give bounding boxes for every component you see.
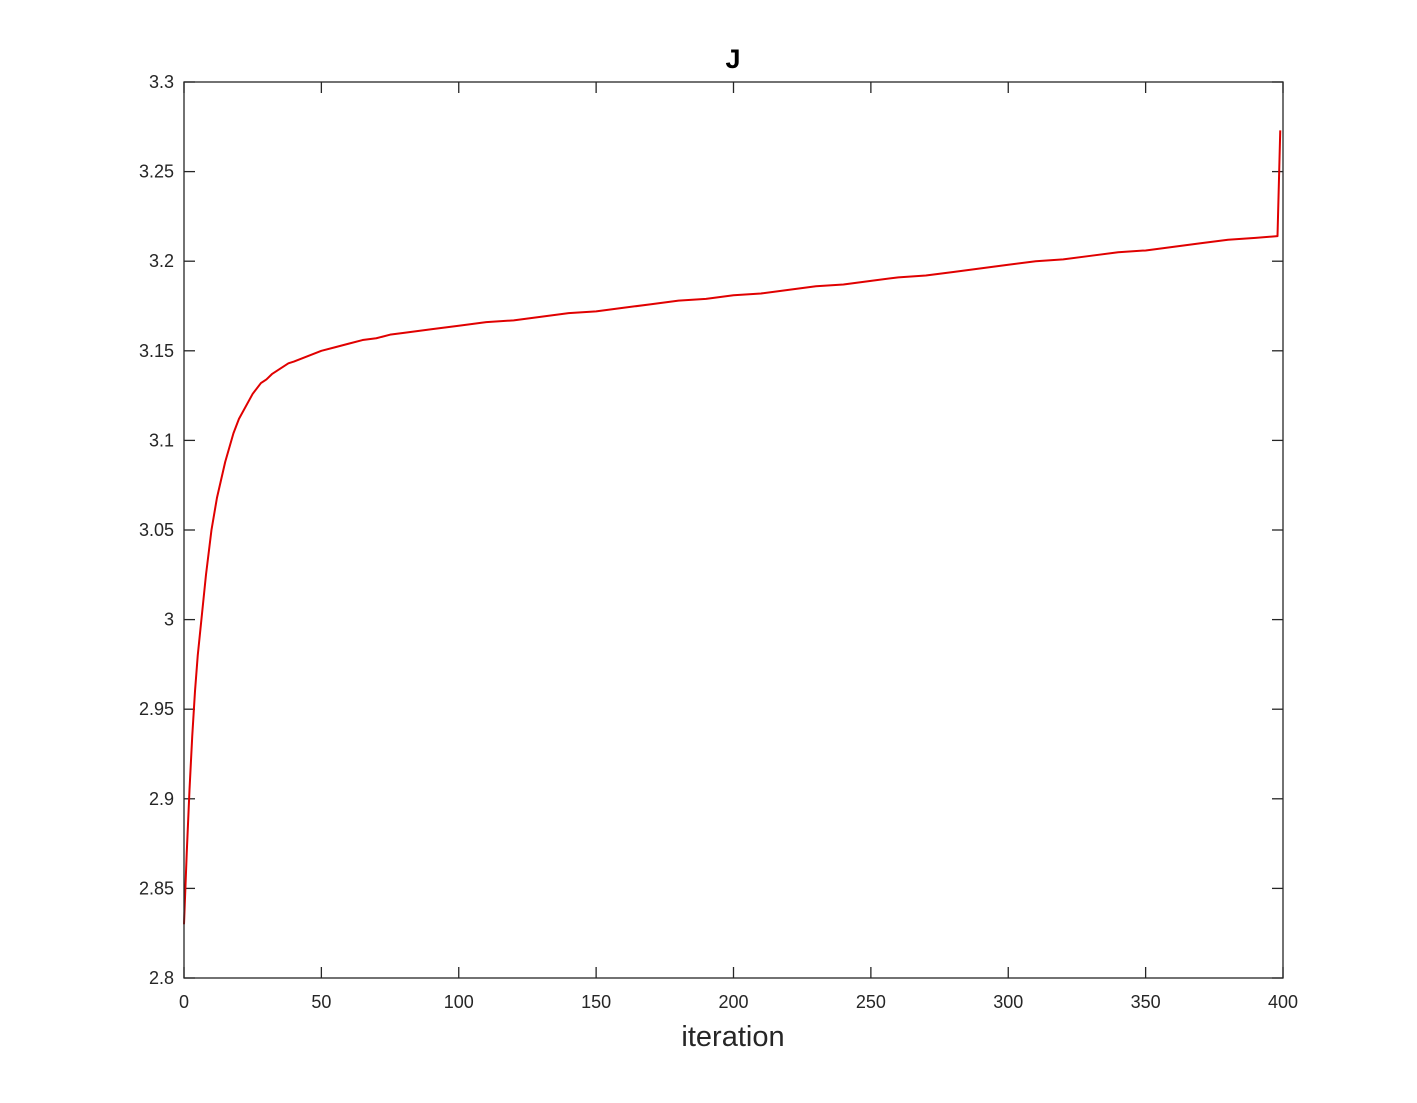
y-tick-label: 3.3 [149, 72, 174, 92]
x-tick-label: 200 [718, 992, 748, 1012]
x-tick-label: 350 [1131, 992, 1161, 1012]
y-tick-label: 3 [164, 610, 174, 630]
y-tick-label: 3.2 [149, 251, 174, 271]
x-tick-label: 150 [581, 992, 611, 1012]
x-tick-label: 300 [993, 992, 1023, 1012]
chart-title: J [725, 44, 740, 74]
y-tick-label: 2.9 [149, 789, 174, 809]
plot-area [184, 82, 1283, 978]
y-tick-label: 3.05 [139, 520, 174, 540]
x-tick-label: 50 [311, 992, 331, 1012]
y-tick-label: 2.85 [139, 878, 174, 898]
series-line [183, 130, 1282, 925]
series-layer [183, 130, 1282, 925]
x-tick-labels: 0 50 100 150 200 250 300 350 400 [179, 992, 1298, 1012]
x-axis-label: iteration [681, 1021, 784, 1053]
y-tick-label: 3.1 [149, 430, 174, 450]
x-tick-label: 250 [856, 992, 886, 1012]
y-tick-label: 2.8 [149, 968, 174, 988]
y-tick-label: 3.25 [139, 162, 174, 182]
x-tick-label: 0 [179, 992, 189, 1012]
y-tick-label: 2.95 [139, 699, 174, 719]
x-tick-label: 400 [1268, 992, 1298, 1012]
y-tick-labels: 2.8 2.85 2.9 2.95 3 3.05 3.1 3.15 3.2 3.25 3.3 [139, 72, 174, 988]
axes-box [183, 81, 1284, 979]
y-tick-label: 3.15 [139, 341, 174, 361]
x-tick-label: 100 [444, 992, 474, 1012]
